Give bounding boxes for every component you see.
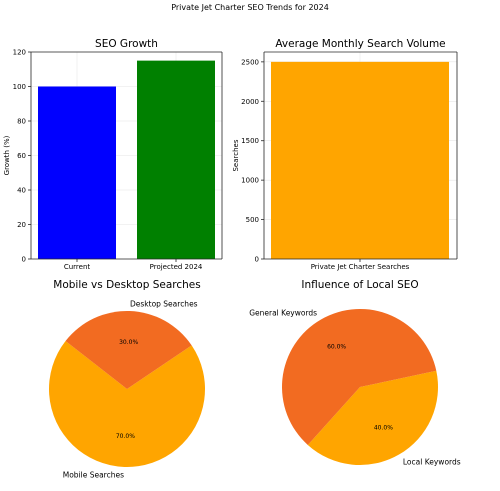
pie-slice-general-keywords (281, 308, 437, 445)
local-seo-pie: Influence of Local SEO 40.0% Local Keyword… (249, 279, 461, 466)
x-tick-label: Projected 2024 (150, 263, 203, 271)
pie-slice-mobile-searches (48, 340, 206, 467)
chart-title: SEO Growth (95, 38, 158, 50)
y-tick-label: 80 (17, 118, 26, 126)
bar-private-jet-charter-searches (271, 61, 449, 259)
chart-title: Influence of Local SEO (301, 279, 418, 291)
slice-name-label: Desktop Searches (130, 299, 198, 308)
y-axis-label: Growth (%) (3, 135, 11, 175)
y-tick-label: 40 (17, 187, 26, 195)
seo-growth-chart: SEO Growth 0 20 40 60 80 100 120 Current Projecte… (3, 38, 223, 271)
y-tick-label: 2000 (241, 98, 259, 106)
y-tick-label: 0 (255, 256, 259, 264)
x-tick-label: Private Jet Charter Searches (311, 263, 410, 271)
slice-percent-label: 40.0% (374, 425, 393, 432)
slice-percent-label: 70.0% (116, 433, 135, 440)
mobile-desktop-pie: Mobile vs Desktop Searches 70.0% Mobile Se… (48, 279, 206, 480)
chart-title: Mobile vs Desktop Searches (53, 279, 200, 291)
slice-name-label: Local Keywords (403, 457, 461, 466)
y-tick-label: 100 (13, 83, 26, 91)
y-tick-label: 60 (17, 152, 26, 160)
bar-current (38, 86, 116, 259)
pie-slice-desktop-searches (65, 311, 192, 389)
x-tick-label: Current (64, 263, 91, 271)
chart-title: Average Monthly Search Volume (275, 38, 445, 50)
pie-slice-local-keywords (307, 370, 438, 465)
slice-percent-label: 30.0% (119, 339, 138, 346)
y-tick-label: 1000 (241, 177, 259, 185)
y-axis-label: Searches (232, 139, 240, 171)
y-tick-label: 0 (22, 256, 26, 264)
y-tick-label: 20 (17, 221, 26, 229)
search-volume-chart: Average Monthly Search Volume 0 500 1000 150… (232, 38, 458, 271)
y-tick-label: 1500 (241, 137, 259, 145)
y-tick-label: 500 (246, 216, 259, 224)
slice-name-label: Mobile Searches (63, 471, 124, 480)
slice-name-label: General Keywords (249, 309, 317, 318)
figure-title: Private Jet Charter SEO Trends for 2024 (171, 3, 329, 12)
y-tick-label: 120 (13, 49, 26, 57)
slice-percent-label: 60.0% (327, 343, 346, 350)
y-tick-label: 2500 (241, 58, 259, 66)
bar-projected-2024 (137, 60, 215, 259)
